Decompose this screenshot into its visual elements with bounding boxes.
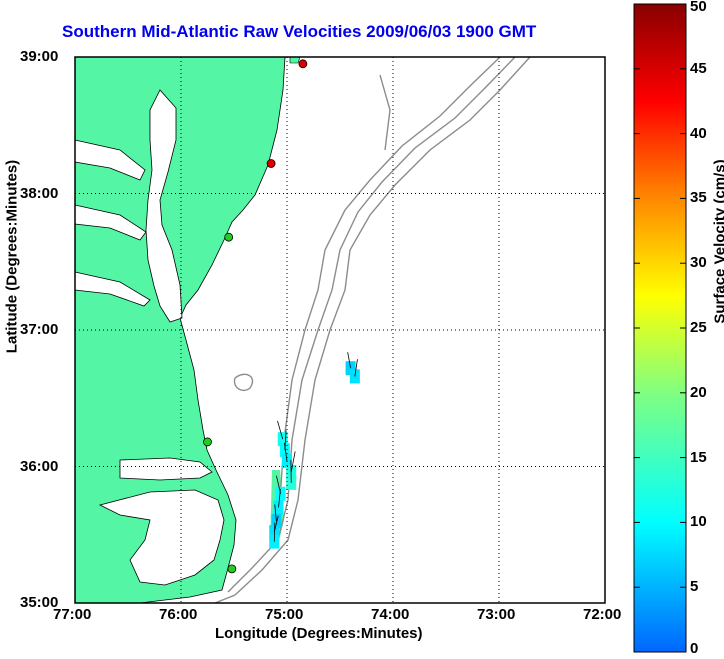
x-tick-label: 77:00 bbox=[53, 606, 92, 623]
y-tick-label: 39:00 bbox=[20, 48, 59, 65]
y-tick-label: 37:00 bbox=[20, 321, 59, 338]
radar-station-marker bbox=[227, 564, 237, 574]
colorbar-label: Surface Velocity (cm/s) bbox=[711, 159, 724, 324]
velocity-arrow bbox=[278, 488, 281, 508]
y-tick-label: 35:00 bbox=[20, 594, 59, 611]
colorbar-tick-label: 35 bbox=[690, 189, 707, 207]
radar-station-marker bbox=[224, 232, 234, 242]
colorbar-tick-label: 40 bbox=[690, 124, 707, 142]
colorbar bbox=[633, 3, 687, 653]
colorbar-tick-label: 50 bbox=[690, 0, 707, 15]
colorbar-tick-label: 25 bbox=[690, 319, 707, 336]
colorbar-tick-label: 10 bbox=[690, 513, 707, 531]
radar-station-marker bbox=[266, 159, 276, 168]
grid-lines bbox=[75, 57, 605, 603]
colorbar-tick-label: 30 bbox=[690, 254, 707, 272]
colorbar-tick-label: 5 bbox=[690, 578, 699, 596]
velocity-arrow bbox=[274, 504, 277, 522]
plot-frame bbox=[74, 56, 606, 604]
radar-station-marker bbox=[298, 59, 308, 69]
x-tick-label: 73:00 bbox=[477, 606, 516, 623]
velocity-arrow bbox=[347, 352, 351, 369]
x-tick-label: 76:00 bbox=[159, 606, 198, 623]
x-axis-label: Longitude (Degrees:Minutes) bbox=[215, 625, 423, 642]
x-tick-label: 74:00 bbox=[371, 606, 410, 623]
colorbar-tick-label: 0 bbox=[690, 640, 699, 657]
x-tick-label: 72:00 bbox=[583, 606, 622, 623]
colorbar-tick-label: 20 bbox=[690, 383, 707, 401]
y-axis-label: Latitude (Degrees:Minutes) bbox=[3, 159, 21, 354]
velocity-arrow bbox=[354, 359, 358, 377]
colorbar-tick-label: 45 bbox=[690, 59, 707, 77]
velocity-arrow bbox=[277, 420, 284, 440]
y-tick-label: 36:00 bbox=[20, 457, 59, 475]
colorbar-tick-label: 15 bbox=[690, 448, 707, 466]
chart-title: Southern Mid-Atlantic Raw Velocities 200… bbox=[62, 22, 537, 41]
x-tick-label: 75:00 bbox=[265, 606, 304, 623]
radar-station-marker bbox=[203, 437, 212, 447]
y-tick-label: 38:00 bbox=[20, 184, 59, 202]
velocity-arrow bbox=[290, 451, 296, 473]
